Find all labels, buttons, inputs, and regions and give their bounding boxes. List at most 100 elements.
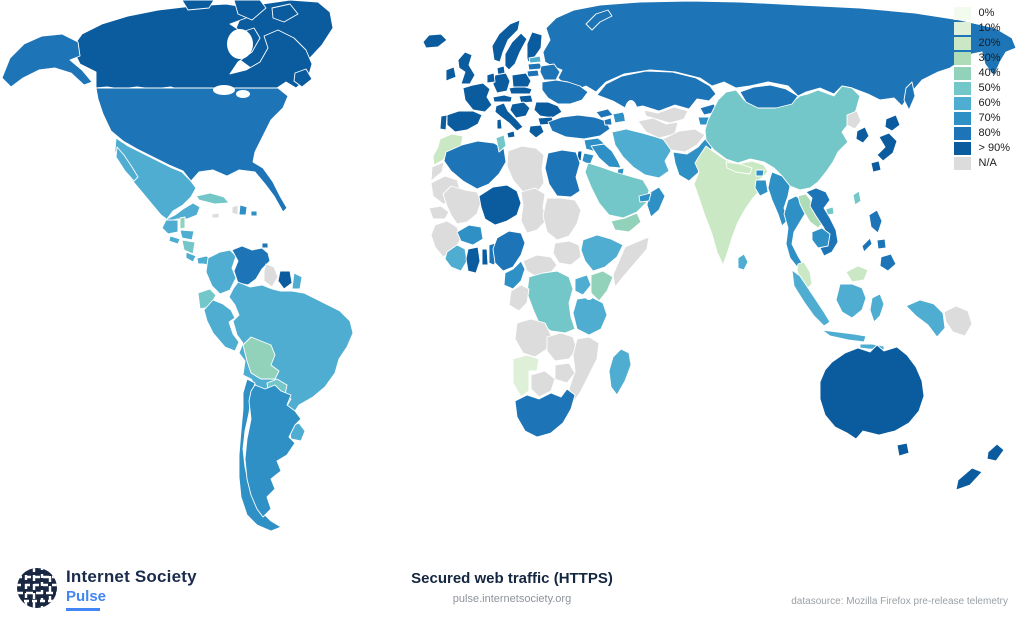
country-latvia[interactable]: Latvia — 80% [527,62,543,71]
country-germany[interactable]: Germany — > 90% [492,72,511,94]
island-hokkaido[interactable]: Japan — > 90% [884,114,901,132]
country-taiwan[interactable]: Taiwan — 50% [852,190,862,206]
country-turkey[interactable]: Turkey — 80% [547,114,611,140]
country-australia[interactable]: Australia — > 90% [819,344,925,440]
country-togo[interactable]: Togo — > 90% [481,248,489,266]
country-united-kingdom[interactable]: United Kingdom — > 90% [457,51,476,85]
country-laos[interactable]: Laos — 30% [797,193,825,229]
island-sakhalin[interactable]: Russia — 80% [903,81,916,111]
country-afghanistan[interactable]: Afghanistan — N/A [662,128,706,153]
country-ukraine[interactable]: Ukraine — 80% [541,79,589,105]
country-mozambique[interactable]: Mozambique / Malawi — N/A [568,336,600,404]
country-france[interactable]: France — > 90% [462,82,493,113]
country-niger[interactable]: Niger — > 90% [478,184,522,226]
country-el-salvador[interactable]: El Salvador — 60% [168,235,181,245]
country-portugal[interactable]: Portugal — > 90% [439,114,448,131]
country-sweden[interactable]: Sweden — > 90% [504,32,528,71]
country-ghana[interactable]: Ghana — > 90% [465,246,481,274]
island-kalimantan[interactable]: Indonesia — 60% [835,283,867,319]
internet-society-pulse-logo[interactable]: Internet Society Pulse [14,564,197,611]
country-argentina[interactable]: Argentina — 70% [244,384,302,518]
country-uganda[interactable]: Uganda — 60% [574,274,592,296]
country-guatemala[interactable]: Guatemala — 60% [161,219,179,235]
country-zambia[interactable]: Zambia — N/A [546,332,578,362]
country-canada-arctic-3[interactable]: Canada — > 90% [271,3,299,23]
country-oman[interactable]: Oman — 70% [646,186,666,218]
country-iraq[interactable]: Iraq — 70% [590,143,622,169]
brand-pulse-link[interactable]: Pulse [66,588,107,605]
country-suriname[interactable]: Suriname — > 90% [277,270,293,290]
country-sudan[interactable]: Sudan — N/A [542,197,582,241]
country-italy[interactable]: Italy — > 90% [494,102,524,132]
country-trinidad-tobago[interactable]: Trinidad and Tobago — 80% [261,242,269,249]
country-french-guiana[interactable]: French Guiana — 60% [291,272,303,290]
country-guyana[interactable]: Guyana — N/A [263,263,279,288]
country-mali[interactable]: Mali — N/A [442,185,482,225]
country-ethiopia[interactable]: Ethiopia — 60% [580,234,624,272]
country-costa-rica[interactable]: Costa Rica — 60% [185,251,197,263]
country-south-korea[interactable]: South Korea — > 90% [855,126,870,144]
country-iceland[interactable]: Iceland — > 90% [422,33,448,49]
country-new-zealand-north[interactable]: New Zealand — > 90% [986,443,1005,462]
country-angola[interactable]: Angola — N/A [514,318,552,358]
country-north-korea[interactable]: North Korea — N/A [846,110,862,130]
country-cambodia[interactable]: Cambodia — 70% [811,227,831,249]
country-cameroon[interactable]: Cameroon — 70% [503,260,526,290]
country-balkans[interactable]: Western Balkans — > 90% [509,101,531,119]
country-romania[interactable]: Romania — > 90% [533,101,563,119]
country-mexico-baja[interactable]: Mexico — 60% [115,146,139,182]
country-nepal[interactable]: Nepal — 20% [725,161,753,175]
country-lithuania[interactable]: Lithuania — 80% [526,69,540,78]
country-egypt[interactable]: Egypt — 80% [544,149,581,198]
island-java[interactable]: Indonesia — 60% [821,329,867,343]
country-jamaica[interactable]: Jamaica — N/A [211,212,220,219]
country-central-african-republic[interactable]: Central African Republic — N/A [522,254,558,278]
island-west-papua[interactable]: Indonesia — 60% [905,299,946,338]
country-norway[interactable]: Norway — > 90% [491,19,521,63]
country-malaysia-borneo[interactable]: Malaysia — 20% [845,265,869,283]
island-mindanao[interactable]: Philippines — 80% [879,253,897,272]
island-kyushu[interactable]: Japan — > 90% [870,160,882,173]
country-haiti[interactable]: Haiti — N/A [231,204,239,216]
country-ireland[interactable]: Ireland — > 90% [445,66,457,82]
country-madagascar[interactable]: Madagascar — 60% [608,348,632,396]
country-saudi-arabia[interactable]: Saudi Arabia — 50% [584,162,650,219]
country-senegal[interactable]: Senegal — N/A [428,205,450,220]
country-zimbabwe[interactable]: Zimbabwe — N/A [554,362,576,384]
country-burkina-faso[interactable]: Burkina Faso — 70% [456,224,484,246]
island-newfoundland[interactable]: Canada — > 90% [293,68,313,88]
country-tanzania[interactable]: Tanzania — 60% [572,296,608,336]
country-namibia[interactable]: Namibia — 10% [512,354,540,398]
island-sicily[interactable]: Italy — > 90% [506,130,516,139]
country-armenia[interactable]: Armenia — 80% [603,117,613,126]
country-nigeria[interactable]: Nigeria — 80% [492,230,526,272]
country-south-sudan[interactable]: South Sudan — N/A [552,240,582,266]
country-georgia[interactable]: Georgia — 80% [595,108,614,119]
island-sulawesi[interactable]: Indonesia — 60% [869,293,885,323]
island-tasmania[interactable]: Australia — > 90% [896,442,910,457]
country-new-zealand-south[interactable]: New Zealand — > 90% [955,467,983,491]
country-honduras[interactable]: Honduras — 60% [179,229,195,241]
country-peru[interactable]: Peru — 60% [203,299,240,352]
island-luzon[interactable]: Philippines — 80% [868,209,883,234]
country-somalia[interactable]: Somalia — N/A [612,236,650,288]
country-nicaragua[interactable]: Nicaragua — 50% [181,239,196,255]
island-honshu[interactable]: Japan — > 90% [876,132,898,162]
country-venezuela[interactable]: Venezuela — 80% [231,245,271,286]
island-palawan[interactable]: Philippines — 80% [861,237,873,253]
country-congo-gabon[interactable]: Congo / Gabon — N/A [508,284,530,312]
country-south-africa[interactable]: South Africa — 80% [514,388,576,438]
country-dr-congo[interactable]: DR Congo — 50% [526,270,576,334]
country-vietnam[interactable]: Vietnam — 80% [805,187,839,257]
country-canada-arctic-1[interactable]: Canada — > 90% [233,0,267,21]
country-greece[interactable]: Greece — > 90% [528,124,545,139]
country-papua-new-guinea[interactable]: Papua New Guinea — N/A [943,305,973,337]
country-united-states-alaska[interactable]: United States — 80% [1,33,93,88]
country-uae[interactable]: United Arab Emirates — 70% [638,192,652,203]
country-turkmenistan[interactable]: Turkmenistan — N/A [637,117,679,139]
island-novaya-zemlya[interactable]: Russia — 80% [585,9,613,31]
country-colombia[interactable]: Colombia — 60% [205,249,237,295]
country-cote-divoire[interactable]: Côte d'Ivoire — 60% [444,244,468,272]
country-bhutan[interactable]: Bhutan — 70% [755,169,765,177]
country-belize[interactable]: Belize — 40% [179,216,186,230]
